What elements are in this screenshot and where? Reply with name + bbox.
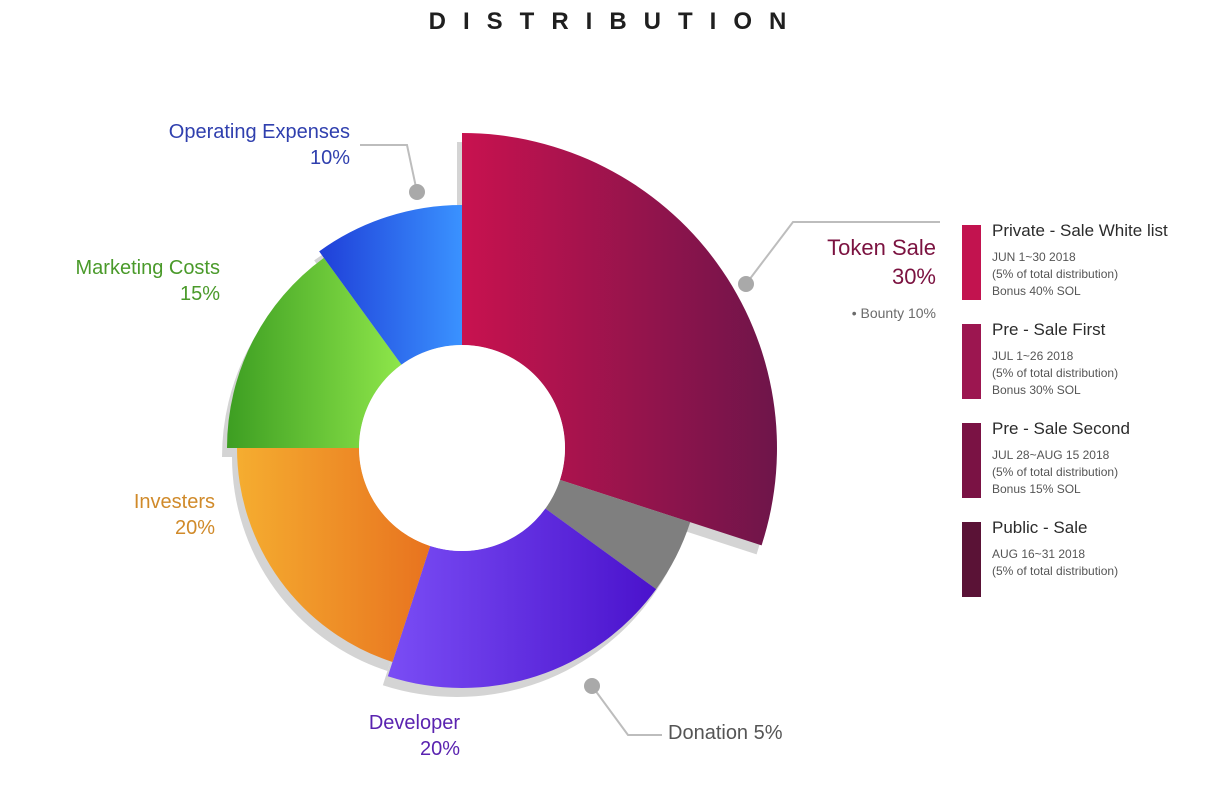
operating-expenses-name: Operating Expenses: [168, 121, 350, 143]
stage-share: (5% of total distribution): [992, 465, 1119, 479]
label-investers: Investers 20%: [40, 489, 215, 541]
donut-hole: [359, 345, 565, 551]
stage-dates: AUG 16~31 2018: [992, 547, 1086, 561]
stage-name: Private - Sale White list: [992, 221, 1168, 240]
marketing-costs-name: Marketing Costs: [75, 257, 221, 279]
token-sale-pct: 30%: [891, 264, 936, 289]
chart-title: DISTRIBUTION: [428, 8, 804, 35]
slice-operating-expenses: [319, 205, 462, 365]
stage-dates: JUL 28~AUG 15 2018: [992, 448, 1110, 462]
stage-dates: JUN 1~30 2018: [992, 250, 1076, 264]
stage-color-bar: [962, 225, 981, 300]
developer-pct: 20%: [419, 738, 460, 760]
investers-name: Investers: [133, 491, 215, 513]
operating-expenses-pct: 10%: [309, 147, 350, 169]
bounty-note: • Bounty 10%: [851, 305, 936, 321]
stage-bonus: Bonus 30% SOL: [992, 383, 1081, 397]
stage-name: Pre - Sale Second: [992, 419, 1130, 438]
stage-bonus: Bonus 40% SOL: [992, 284, 1081, 298]
token-leader-dot: [738, 276, 754, 292]
token-leader-line: [745, 221, 940, 285]
slice-donation: [545, 479, 691, 590]
developer-name: Developer: [368, 712, 460, 734]
stage-color-bar: [962, 522, 981, 597]
label-marketing-costs: Marketing Costs 15%: [20, 255, 221, 307]
token-sale-name: Token Sale: [827, 235, 936, 260]
slice-developer: [387, 508, 657, 688]
stage-bonus: Bonus 15% SOL: [992, 482, 1081, 496]
stage-name: Pre - Sale First: [992, 320, 1106, 339]
donation-leader-dot: [584, 678, 600, 694]
slice-investers: [237, 448, 431, 662]
marketing-costs-pct: 15%: [179, 283, 220, 305]
label-donation: Donation 5%: [668, 722, 783, 744]
stage-dates: JUL 1~26 2018: [992, 349, 1074, 363]
investers-pct: 20%: [174, 517, 215, 539]
stage-share: (5% of total distribution): [992, 366, 1119, 380]
stage-share: (5% of total distribution): [992, 267, 1119, 281]
stage-color-bar: [962, 324, 981, 399]
label-developer: Developer 20%: [310, 710, 460, 762]
label-token-sale: Token Sale 30%: [760, 233, 936, 291]
stage-share: (5% of total distribution): [992, 564, 1119, 578]
slice-marketing-costs: [227, 257, 402, 448]
operating-leader-dot: [409, 184, 425, 200]
donation-leader-line: [591, 685, 662, 736]
slice-token-sale: [462, 133, 777, 546]
stage-name: Public - Sale: [992, 518, 1088, 537]
stage-color-bar: [962, 423, 981, 498]
operating-leader-line: [360, 144, 418, 193]
label-operating-expenses: Operating Expenses 10%: [120, 119, 350, 171]
